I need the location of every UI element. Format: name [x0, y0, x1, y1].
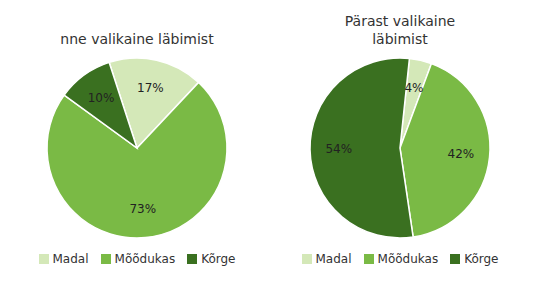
svg-text:54%: 54%	[325, 142, 352, 156]
html-text:nne valikaine läbimist: nne valikaine läbimist	[60, 31, 214, 47]
svg-text:42%: 42%	[448, 147, 475, 161]
html-text:Mõõdukas: Mõõdukas	[114, 252, 176, 266]
svg-text:73%: 73%	[129, 202, 156, 216]
html-text:Pärast valikaine läbimist: Pärast valikaine läbimist	[344, 13, 456, 47]
svg-text:17%: 17%	[137, 81, 164, 95]
html-text:Kõrge: Kõrge	[201, 252, 236, 266]
html-text:Madal: Madal	[315, 252, 352, 266]
svg-text:10%: 10%	[88, 91, 115, 105]
html-text:Mõõdukas: Mõõdukas	[377, 252, 439, 266]
html-text:Madal: Madal	[52, 252, 89, 266]
html-text:Kõrge: Kõrge	[464, 252, 499, 266]
svg-text:4%: 4%	[404, 81, 423, 95]
